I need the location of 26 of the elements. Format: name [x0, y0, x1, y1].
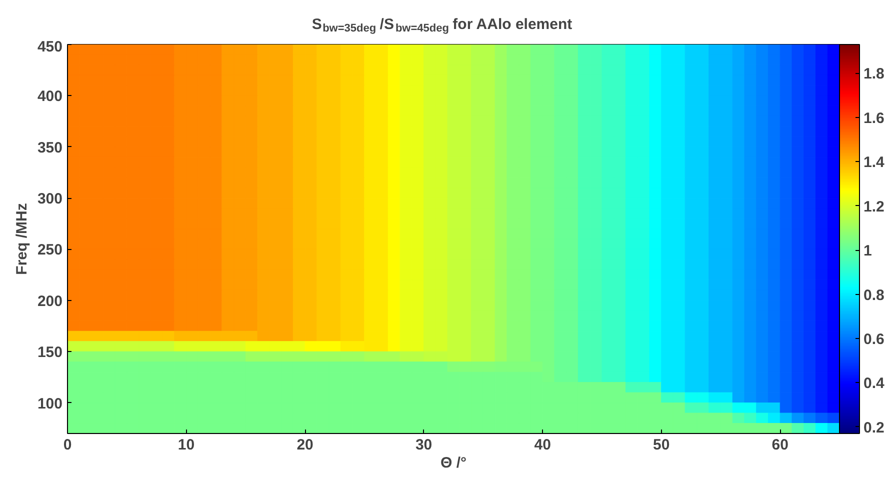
y-tick-label: 250	[37, 242, 63, 259]
x-tick-label: 60	[772, 436, 788, 454]
color-bar-label: 0.8	[864, 286, 884, 304]
y-tick-label: 150	[37, 344, 63, 362]
y-tick-label: 450	[37, 38, 63, 56]
color-bar-label: 1.4	[864, 154, 886, 172]
x-axis-title: Θ /°	[440, 454, 467, 472]
color-bar-label: 1.8	[864, 66, 884, 83]
color-bar-label: 1.2	[864, 198, 884, 216]
y-tick-label: 350	[37, 139, 63, 156]
y-tick-label: 300	[37, 190, 63, 208]
y-tick-label: 400	[37, 88, 63, 106]
x-tick-label: 30	[415, 436, 432, 454]
x-tick-label: 0	[63, 436, 72, 454]
color-bar-label: 0.2	[864, 419, 884, 436]
y-axis-title: Freq /MHz	[13, 203, 30, 275]
x-tick-label: 50	[653, 436, 670, 454]
color-bar-label: 0.6	[864, 330, 884, 348]
x-tick-label: 20	[296, 436, 314, 454]
color-bar-label: 1	[864, 242, 872, 260]
x-tick-label: 40	[534, 436, 551, 454]
color-bar-label: 0.4	[864, 375, 886, 392]
x-tick-label: 10	[178, 436, 195, 454]
y-tick-label: 100	[37, 395, 63, 412]
y-tick-label: 200	[37, 292, 63, 310]
color-bar-label: 1.6	[864, 110, 884, 127]
